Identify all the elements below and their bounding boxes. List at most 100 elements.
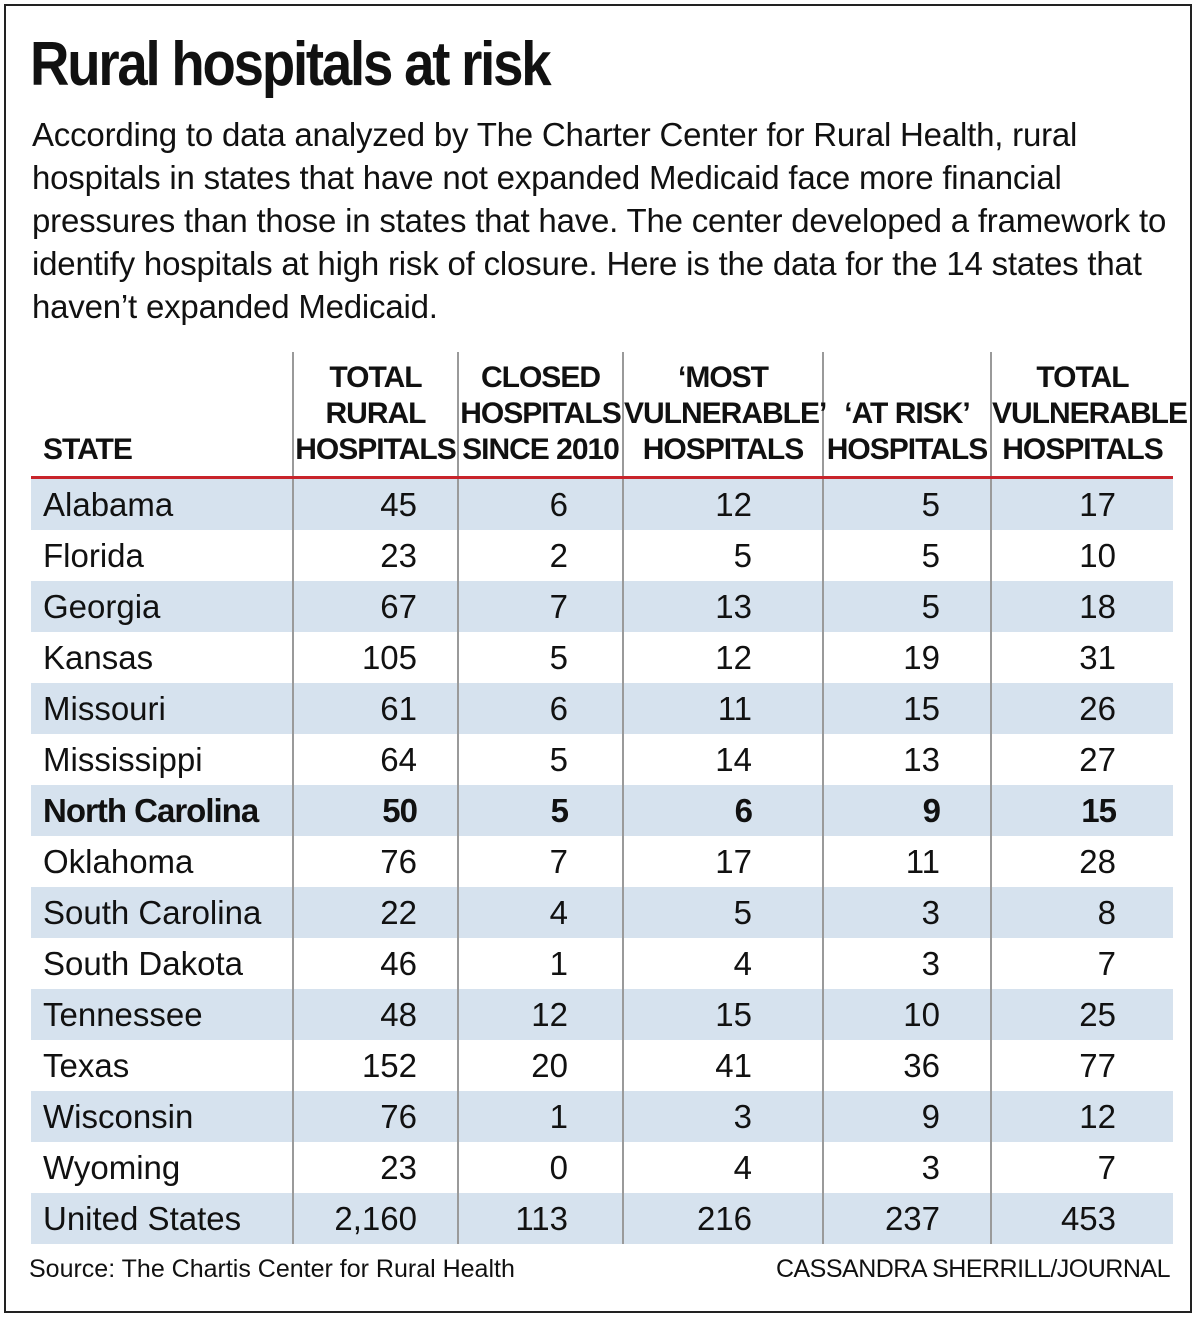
value-cell-total-vulnerable: 31	[990, 632, 1173, 683]
state-name-cell: Texas	[43, 1046, 130, 1084]
value-cell-total-vulnerable: 15	[990, 785, 1173, 836]
value-cell-total-rural: 152	[292, 1040, 458, 1091]
value-cell-at-risk: 3	[822, 1142, 991, 1193]
column-header-total-vulnerable: TOTAL VULNERABLE HOSPITALS	[990, 352, 1188, 479]
value-cell-total-rural: 45	[292, 477, 458, 530]
state-name-cell: North Carolina	[31, 785, 293, 836]
column-header-most-vulnerable: ‘MOST VULNERABLE’ HOSPITALS	[622, 352, 827, 479]
value-cell-closed: 2	[457, 530, 623, 581]
value-cell-most-vulnerable: 12	[622, 477, 823, 530]
column-header-line: HOSPITALS	[1002, 433, 1163, 466]
value-cell-most-vulnerable: 216	[622, 1193, 823, 1244]
table-row: Alabama 45 6 12 5 17	[31, 477, 1173, 530]
value-cell-total-rural: 22	[292, 887, 458, 938]
value-cell-closed: 7	[457, 836, 623, 887]
state-name-cell: Wyoming	[43, 1148, 181, 1186]
state-name-cell: Alabama	[31, 477, 293, 530]
graphic-border	[4, 4, 1192, 1313]
value-cell-total-vulnerable: 8	[990, 887, 1173, 938]
column-header-line: HOSPITALS	[460, 397, 621, 430]
value-cell-closed: 113	[457, 1193, 623, 1244]
value-cell-most-vulnerable: 17	[622, 836, 823, 887]
value-cell-total-rural: 23	[292, 530, 458, 581]
value-cell-most-vulnerable: 6	[622, 785, 823, 836]
column-header-total-rural: TOTAL RURAL HOSPITALS	[292, 352, 458, 479]
column-header-at-risk: ‘AT RISK’ HOSPITALS	[822, 352, 991, 479]
value-cell-most-vulnerable: 41	[622, 1040, 823, 1091]
table-row: Mississippi 64 5 14 13 27	[31, 734, 1173, 785]
value-cell-closed: 6	[457, 683, 623, 734]
value-cell-at-risk: 9	[822, 1091, 991, 1142]
value-cell-total-vulnerable: 18	[990, 581, 1173, 632]
table-row: Wisconsin 76 1 3 9 12	[31, 1091, 1173, 1142]
column-header-line: STATE	[43, 433, 133, 466]
table-row: Georgia 67 7 13 5 18	[31, 581, 1173, 632]
value-cell-at-risk: 36	[822, 1040, 991, 1091]
intro-paragraph: According to data analyzed by The Charte…	[32, 116, 1167, 325]
state-name-cell: Georgia	[31, 581, 293, 632]
value-cell-closed: 1	[457, 1091, 623, 1142]
column-header-line: HOSPITALS	[826, 433, 988, 466]
table-row: Florida 23 2 5 5 10	[31, 530, 1173, 581]
table-row: Missouri 61 6 11 15 26	[31, 683, 1173, 734]
table-row: United States 2,160 113 216 237 453	[31, 1193, 1173, 1244]
source-note: Source: The Chartis Center for Rural Hea…	[29, 1255, 515, 1283]
value-cell-at-risk: 15	[822, 683, 991, 734]
table-row: South Carolina 22 4 5 3 8	[31, 887, 1173, 938]
column-header-line: RURAL	[325, 397, 427, 430]
value-cell-total-rural: 48	[292, 989, 458, 1040]
value-cell-most-vulnerable: 4	[622, 1142, 823, 1193]
column-header-line: HOSPITALS	[642, 433, 804, 466]
value-cell-total-vulnerable: 77	[990, 1040, 1173, 1091]
value-cell-closed: 5	[457, 734, 623, 785]
value-cell-total-rural: 105	[292, 632, 458, 683]
state-name-cell: Kansas	[43, 638, 154, 676]
value-cell-at-risk: 5	[822, 530, 991, 581]
value-cell-closed: 5	[457, 785, 623, 836]
state-name-cell: United States	[31, 1193, 293, 1244]
column-header-line: SINCE 2010	[462, 433, 620, 466]
column-header-line: CLOSED	[480, 361, 601, 394]
table-body: Alabama 45 6 12 5 17 Florida 23 2 5 5 10 Georgia 67 7 1…	[31, 477, 1173, 1244]
value-cell-most-vulnerable: 14	[622, 734, 823, 785]
value-cell-total-rural: 46	[292, 938, 458, 989]
value-cell-total-rural: 23	[292, 1142, 458, 1193]
table-row: Oklahoma 76 7 17 11 28	[31, 836, 1173, 887]
value-cell-total-vulnerable: 453	[990, 1193, 1173, 1244]
column-header-closed: CLOSED HOSPITALS SINCE 2010	[457, 352, 623, 479]
value-cell-at-risk: 3	[822, 938, 991, 989]
table-row: Kansas 105 5 12 19 31	[31, 632, 1173, 683]
value-cell-total-vulnerable: 28	[990, 836, 1173, 887]
value-cell-at-risk: 5	[822, 477, 991, 530]
value-cell-total-rural: 64	[292, 734, 458, 785]
value-cell-at-risk: 9	[822, 785, 991, 836]
value-cell-total-vulnerable: 17	[990, 477, 1173, 530]
value-cell-most-vulnerable: 12	[622, 632, 823, 683]
value-cell-at-risk: 3	[822, 887, 991, 938]
table-row: Tennessee 48 12 15 10 25	[31, 989, 1173, 1040]
value-cell-closed: 0	[457, 1142, 623, 1193]
value-cell-total-rural: 2,160	[292, 1193, 458, 1244]
value-cell-total-vulnerable: 7	[990, 1142, 1173, 1193]
state-name-cell: Oklahoma	[43, 842, 194, 880]
value-cell-at-risk: 5	[822, 581, 991, 632]
value-cell-total-vulnerable: 7	[990, 938, 1173, 989]
table-row: South Dakota 46 1 4 3 7	[31, 938, 1173, 989]
value-cell-total-vulnerable: 27	[990, 734, 1173, 785]
state-name-cell: South Dakota	[43, 944, 243, 982]
value-cell-most-vulnerable: 15	[622, 989, 823, 1040]
value-cell-most-vulnerable: 5	[622, 530, 823, 581]
value-cell-at-risk: 10	[822, 989, 991, 1040]
table-header-row: STATE TOTAL RURAL HOSPITALS CLOSED HOSPITALS S…	[31, 352, 1188, 479]
state-name-cell: Wisconsin	[31, 1091, 293, 1142]
value-cell-closed: 20	[457, 1040, 623, 1091]
graphic-credit: CASSANDRA SHERRILL/JOURNAL	[775, 1255, 1171, 1283]
value-cell-closed: 5	[457, 632, 623, 683]
table-row: Texas 152 20 41 36 77	[31, 1040, 1173, 1091]
column-header-line: TOTAL	[1036, 361, 1129, 394]
column-header-state: STATE	[31, 352, 293, 479]
value-cell-total-rural: 76	[292, 1091, 458, 1142]
table-row: Wyoming 23 0 4 3 7	[31, 1142, 1173, 1193]
value-cell-total-rural: 50	[292, 785, 458, 836]
column-header-line: HOSPITALS	[295, 433, 456, 466]
